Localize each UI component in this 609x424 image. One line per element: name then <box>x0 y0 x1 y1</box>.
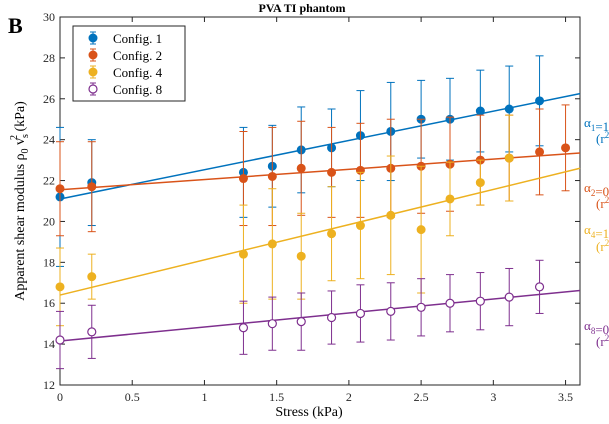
data-point <box>504 104 514 114</box>
legend-label: Config. 4 <box>113 65 163 80</box>
data-point <box>238 174 248 184</box>
fit-line-config-8 <box>59 289 581 342</box>
y-tick-label: 14 <box>43 337 55 351</box>
x-tick-label: 0 <box>57 390 63 404</box>
data-point <box>504 292 514 302</box>
fit-label: α2=0.50±0.08 <box>584 180 609 199</box>
data-point <box>238 323 249 333</box>
data-point <box>445 194 455 204</box>
data-point <box>386 306 396 316</box>
data-point <box>267 239 277 249</box>
data-point <box>55 335 65 345</box>
data-point <box>326 312 337 323</box>
plot-area: 0 0.5 1 1.5 2 2.5 3 3.5 12 14 16 18 20 22 24 26 28 30 <box>43 10 581 404</box>
legend-marker <box>88 33 98 43</box>
data-point <box>475 296 485 306</box>
data-point <box>475 178 485 188</box>
legend-label: Config. 2 <box>113 48 162 63</box>
fit-line-config-2 <box>59 152 581 191</box>
data-point <box>355 221 365 231</box>
panel-label: B <box>8 13 23 38</box>
legend-label: Config. 8 <box>113 82 162 97</box>
series-config-2 <box>55 104 581 237</box>
data-point <box>386 210 396 220</box>
data-point <box>267 319 277 329</box>
data-point <box>296 317 306 327</box>
fit-annotations: α1=1.43±0.19(r2=0.96)α2=0.50±0.08(r2=0.9… <box>584 115 609 349</box>
fit-line-config-4 <box>59 167 581 296</box>
series-config-4 <box>55 114 581 327</box>
x-tick-label: 0.5 <box>125 390 140 404</box>
data-point <box>55 282 65 292</box>
x-tick-label: 3 <box>490 390 496 404</box>
data-point <box>87 182 97 192</box>
data-point <box>561 143 571 153</box>
fit-r2-label: (r2=0.94) <box>596 329 609 349</box>
fit-label: α8=0.69±0.12 <box>584 318 609 337</box>
data-point <box>55 184 65 194</box>
data-point <box>445 298 455 308</box>
y-tick-label: 12 <box>43 378 55 392</box>
chart-title: PVA TI phantom <box>259 1 346 15</box>
data-point <box>504 153 514 163</box>
data-point <box>87 272 97 282</box>
fit-r2-label: (r2=0.93) <box>596 191 609 211</box>
data-point <box>296 163 306 173</box>
y-tick-label: 26 <box>43 92 55 106</box>
x-tick-label: 2.5 <box>414 390 429 404</box>
data-point <box>475 106 485 116</box>
legend-marker <box>88 67 98 77</box>
y-tick-label: 22 <box>43 174 55 188</box>
data-point <box>296 251 306 261</box>
y-axis-label: Apparent shear modulus ρ0 vs2 (kPa) <box>9 101 31 301</box>
y-tick-label: 16 <box>43 296 55 310</box>
data-point <box>416 302 426 312</box>
data-point <box>327 167 337 177</box>
legend-marker <box>88 84 98 94</box>
y-tick-label: 20 <box>43 214 55 228</box>
data-point <box>87 327 97 337</box>
data-point <box>267 171 277 181</box>
x-tick-label: 1.5 <box>269 390 284 404</box>
data-point <box>535 147 545 157</box>
series-config-8 <box>55 259 581 370</box>
data-point <box>238 249 248 259</box>
fit-label: α1=1.43±0.19 <box>584 115 609 134</box>
x-tick-label: 3.5 <box>558 390 573 404</box>
data-point <box>535 96 545 106</box>
fit-r2-label: (r2=0.96) <box>596 126 609 146</box>
y-tick-label: 24 <box>43 133 55 147</box>
data-point <box>416 225 426 235</box>
y-tick-label: 28 <box>43 51 55 65</box>
data-point <box>355 308 366 319</box>
legend: Config. 1 Config. 2 Config. 4 Config. 8 <box>72 25 186 102</box>
y-tick-label: 30 <box>43 10 55 24</box>
x-tick-label: 2 <box>346 390 352 404</box>
fit-r2-label: (r2=0.88) <box>596 234 609 254</box>
data-point <box>327 229 337 239</box>
legend-label: Config. 1 <box>113 31 162 46</box>
y-tick-label: 18 <box>43 255 55 269</box>
fit-label: α4=1.72±0.46 <box>584 222 609 241</box>
x-tick-label: 1 <box>201 390 207 404</box>
data-point <box>534 282 545 292</box>
fit-line-config-1 <box>59 92 581 200</box>
x-axis-label: Stress (kPa) <box>275 405 343 420</box>
legend-marker <box>88 50 98 60</box>
